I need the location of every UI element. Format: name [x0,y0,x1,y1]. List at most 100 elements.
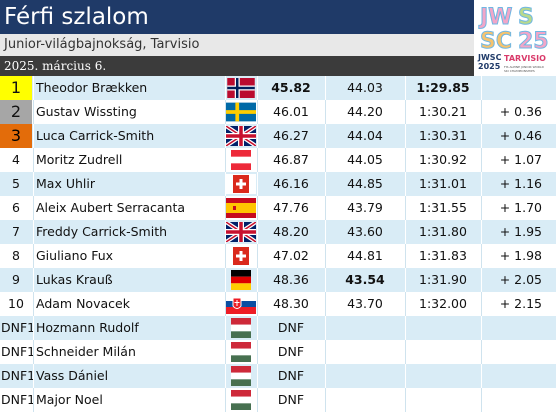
event-subtitle: Junior-világbajnokság, Tarvisio [0,34,474,56]
column-divider [325,220,326,244]
total-time: 1:30.21 [419,104,467,119]
title-bar: Férfi szlalom [0,0,474,34]
column-divider [257,364,258,388]
column-divider [325,340,326,364]
athlete-name: Aleix Aubert Serracanta [36,200,186,215]
germany-flag-icon [226,268,256,292]
run2-time [326,388,404,412]
column-divider [257,220,258,244]
run2-time [326,316,404,340]
column-divider [257,196,258,220]
column-divider [225,220,226,244]
hungary-flag-icon [226,316,256,340]
svg-text:FIS ALPINE JUNIOR WORLD: FIS ALPINE JUNIOR WORLD [504,65,545,69]
column-divider [257,292,258,316]
column-divider [33,172,34,196]
table-row: 6 Aleix Aubert Serracanta 47.76 43.79 1:31.5… [0,196,556,220]
column-divider [33,268,34,292]
table-row: 3 Luca Carrick-Smith 46.27 44.04 1:30.31 + 0.… [0,124,556,148]
total-time: 1:32.00 [419,296,467,311]
column-divider [257,388,258,412]
column-divider [405,148,406,172]
run1-time: 46.16 [273,176,309,191]
time-difference: + 1.70 [499,200,542,215]
time-difference [482,340,556,364]
time-difference: + 2.05 [499,272,542,287]
run1-time: 48.36 [273,272,309,287]
run2-time: 44.85 [347,176,383,191]
event-date: 2025. március 6. [0,56,474,76]
athlete-name: Lukas Krauß [36,272,113,287]
total-time [406,316,480,340]
time-difference: + 0.46 [499,128,542,143]
run2-time: 44.05 [347,152,383,167]
column-divider [257,316,258,340]
rank-cell: DNF1 [1,344,36,359]
rank-cell: 4 [12,152,20,167]
run2-time: 43.79 [347,200,383,215]
rank-cell: 9 [12,272,20,287]
run1-time: 46.87 [273,152,309,167]
sweden-flag-icon [226,100,256,124]
time-difference [482,76,556,100]
spain-flag-icon [226,196,256,220]
run2-time: 43.70 [347,296,383,311]
table-row: DNF1 Hozmann Rudolf DNF [0,316,556,340]
column-divider [33,388,34,412]
svg-text:JWSC: JWSC [477,53,502,62]
total-time: 1:31.90 [419,272,467,287]
total-time: 1:30.92 [419,152,467,167]
column-divider [33,244,34,268]
column-divider [33,76,34,100]
run2-time: 44.03 [347,80,383,95]
run1-time: 46.01 [273,104,309,119]
table-row: 7 Freddy Carrick-Smith 48.20 43.60 1:31.80 + … [0,220,556,244]
athlete-name: Adam Novacek [36,296,130,311]
rank-cell: DNF1 [1,320,36,335]
run2-time: 44.04 [347,128,383,143]
svg-text:2025: 2025 [478,62,501,71]
column-divider [405,124,406,148]
table-row: 4 Moritz Zudrell 46.87 44.05 1:30.92 + 1.07 [0,148,556,172]
column-divider [225,244,226,268]
hungary-flag-icon [226,388,256,412]
column-divider [481,76,482,100]
run2-time: 44.20 [347,104,383,119]
run1-time: 45.82 [271,80,311,95]
column-divider [225,76,226,100]
column-divider [257,148,258,172]
column-divider [225,172,226,196]
column-divider [481,124,482,148]
column-divider [481,316,482,340]
time-difference [482,388,556,412]
run1-time: 47.76 [273,200,309,215]
column-divider [481,244,482,268]
column-divider [33,220,34,244]
rank-cell: 10 [8,296,24,311]
total-time [406,364,480,388]
column-divider [325,268,326,292]
column-divider [325,148,326,172]
column-divider [257,76,258,100]
column-divider [225,364,226,388]
time-difference: + 1.98 [499,248,542,263]
table-row: DNF1 Major Noel DNF [0,388,556,412]
table-row: 8 Giuliano Fux 47.02 44.81 1:31.83 + 1.98 [0,244,556,268]
column-divider [405,388,406,412]
column-divider [481,100,482,124]
column-divider [33,100,34,124]
rank-cell: 6 [12,200,20,215]
athlete-name: Schneider Milán [36,344,136,359]
austria-flag-icon [226,148,256,172]
total-time [406,340,480,364]
run2-time: 44.81 [347,248,383,263]
column-divider [325,316,326,340]
column-divider [225,292,226,316]
athlete-name: Gustav Wissting [36,104,137,119]
table-row: 5 Max Uhlir 46.16 44.85 1:31.01 + 1.16 [0,172,556,196]
svg-text:25: 25 [518,29,549,54]
time-difference: + 1.07 [499,152,542,167]
column-divider [405,76,406,100]
time-difference: + 2.15 [499,296,542,311]
rank-cell: DNF1 [1,368,36,383]
